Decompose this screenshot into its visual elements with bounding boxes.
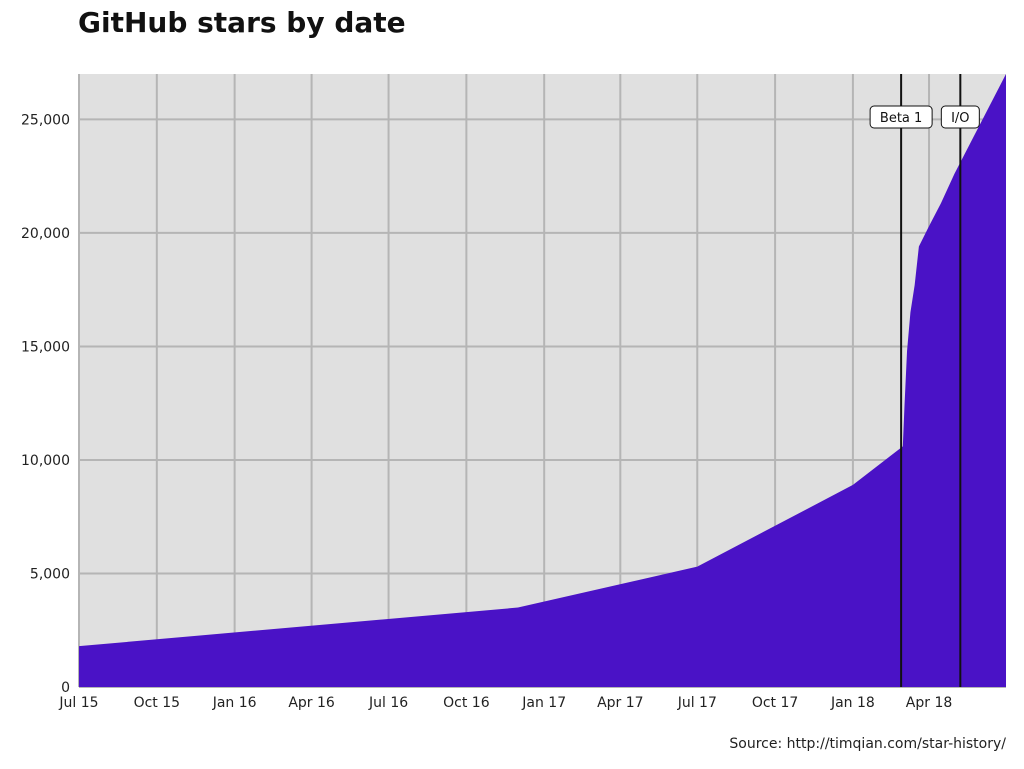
event-marker-box xyxy=(869,105,933,129)
x-tick-label: Jul 15 xyxy=(58,695,98,711)
x-tick-label: Apr 18 xyxy=(906,695,952,711)
x-tick-label: Oct 17 xyxy=(752,695,798,711)
x-tick-label: Jan 18 xyxy=(830,695,875,711)
y-tick-label: 0 xyxy=(61,680,70,696)
y-tick-label: 15,000 xyxy=(21,339,70,355)
y-tick-label: 5,000 xyxy=(30,566,70,582)
event-marker-box xyxy=(940,105,980,129)
event-marker-label: Beta 1 xyxy=(880,111,922,126)
x-tick-label: Oct 15 xyxy=(134,695,180,711)
y-tick-label: 20,000 xyxy=(21,226,70,242)
x-tick-label: Jul 17 xyxy=(677,695,717,711)
y-tick-label: 25,000 xyxy=(21,112,70,128)
x-tick-label: Jan 16 xyxy=(212,695,257,711)
x-tick-label: Apr 16 xyxy=(288,695,335,711)
stars-area xyxy=(79,74,1006,687)
x-tick-label: Jul 16 xyxy=(368,695,408,711)
chart-title: GitHub stars by date xyxy=(78,6,406,39)
x-tick-label: Oct 16 xyxy=(443,695,490,711)
y-tick-label: 10,000 xyxy=(21,453,70,469)
x-tick-label: Apr 17 xyxy=(597,695,643,711)
source-note: Source: http://timqian.com/star-history/ xyxy=(729,736,1006,752)
event-marker-label: I/O xyxy=(951,111,969,126)
x-tick-label: Jan 17 xyxy=(521,695,566,711)
